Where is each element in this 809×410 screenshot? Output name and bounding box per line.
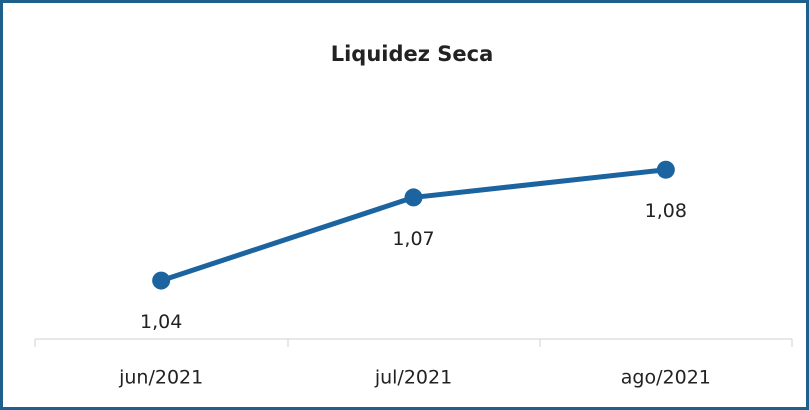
x-tick-label: ago/2021 [621,367,711,389]
data-point [152,271,171,290]
x-tick-label: jul/2021 [374,367,452,389]
x-tick-label: jun/2021 [118,367,203,389]
data-point [404,188,423,207]
data-point [656,160,675,179]
x-axis-ticks [34,339,793,347]
chart-title: Liquidez Seca [331,42,494,66]
data-label: 1,07 [392,228,434,250]
data-label: 1,04 [140,311,182,333]
data-label: 1,08 [645,200,687,222]
